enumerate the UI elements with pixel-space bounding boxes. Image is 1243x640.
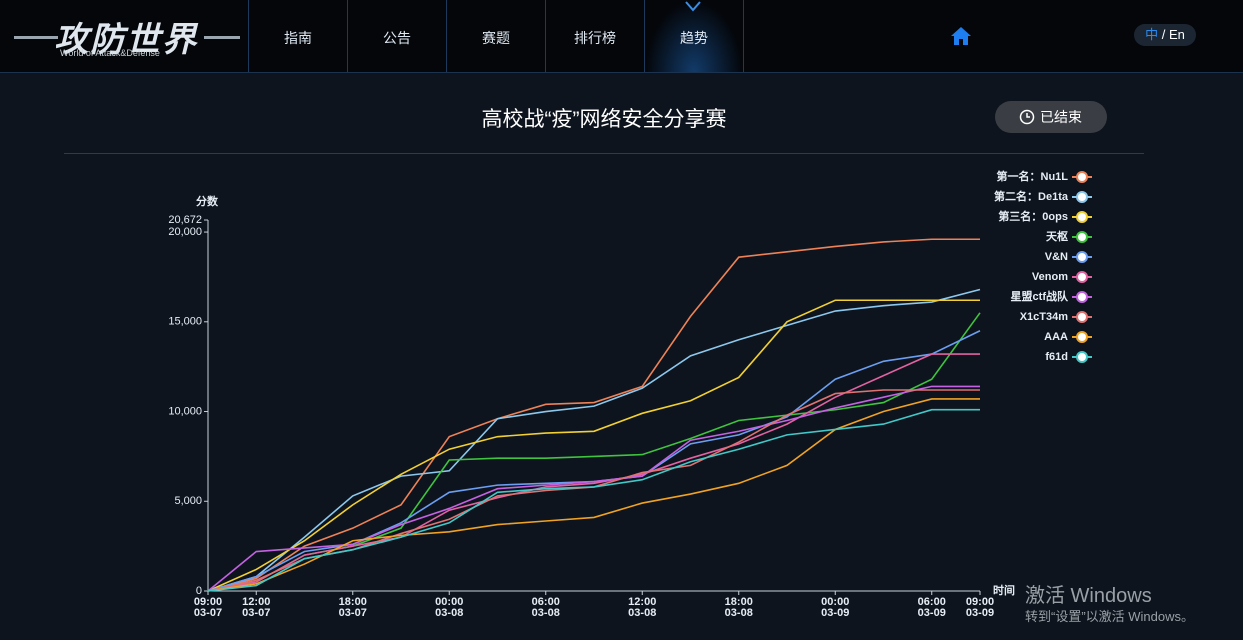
header: 攻防世界 World of Attack&Defense 指南 公告 赛题 排行…: [0, 0, 1243, 73]
home-icon[interactable]: [950, 26, 972, 46]
x-tick-label: 03-07: [194, 607, 222, 619]
legend-label: V&N: [1045, 251, 1068, 263]
logo[interactable]: 攻防世界 World of Attack&Defense: [14, 10, 240, 62]
legend-marker: [1076, 311, 1088, 323]
clock-icon: [1019, 109, 1035, 125]
watermark-text: 转到“设置”以激活 Windows。: [1025, 609, 1195, 624]
contest-title: 高校战“疫”网络安全分享赛: [481, 108, 727, 131]
x-tick-label: 03-08: [725, 607, 753, 619]
series-line: [207, 398, 980, 592]
nav-indicator: [685, 1, 701, 12]
y-tick-label: 5,000: [174, 495, 202, 507]
x-tick-label: 06:00: [532, 596, 560, 608]
y-tick-label: 10,000: [168, 405, 202, 417]
x-axis-label: 时间: [993, 583, 1015, 597]
x-tick-label: 12:00: [242, 596, 270, 608]
lang-toggle[interactable]: 中 / En: [1134, 24, 1196, 46]
legend-marker: [1076, 351, 1088, 363]
status-text: 已结束: [1040, 109, 1082, 125]
legend-label: Venom: [1032, 271, 1068, 283]
logo-sub: World of Attack&Defense: [60, 48, 160, 58]
x-tick-label: 03-08: [628, 607, 656, 619]
watermark-title: 激活 Windows: [1025, 585, 1152, 607]
legend-label: 天枢: [1046, 229, 1068, 243]
x-tick-label: 09:00: [966, 596, 994, 608]
series-line: [207, 389, 980, 592]
logo-bar: [14, 36, 58, 39]
legend-label: 第二名：De1ta: [994, 189, 1069, 203]
x-tick-label: 09:00: [194, 596, 222, 608]
lang-en[interactable]: / En: [1161, 27, 1185, 42]
legend-label: AAA: [1044, 331, 1068, 343]
x-tick-label: 03-07: [242, 607, 270, 619]
status-button[interactable]: 已结束: [995, 101, 1107, 133]
x-tick-label: 03-09: [966, 607, 994, 619]
nav-item[interactable]: 趋势: [644, 0, 744, 72]
y-tick-label: 0: [196, 585, 202, 597]
x-tick-label: 03-07: [339, 607, 367, 619]
x-tick-label: 00:00: [821, 596, 849, 608]
x-tick-label: 18:00: [339, 596, 367, 608]
series-line: [207, 385, 980, 592]
series-line: [207, 288, 981, 592]
logo-bar: [204, 36, 240, 39]
lang-zh[interactable]: 中: [1145, 27, 1159, 42]
legend-label: X1cT34m: [1020, 311, 1069, 323]
x-tick-label: 03-08: [435, 607, 463, 619]
series-line: [207, 299, 980, 592]
legend-marker: [1076, 231, 1088, 243]
legend-label: 星盟ctf战队: [1011, 289, 1069, 303]
nav-item[interactable]: 排行榜: [545, 0, 644, 72]
legend-marker: [1076, 171, 1088, 183]
x-tick-label: 03-09: [821, 607, 849, 619]
legend-marker: [1076, 271, 1088, 283]
x-tick-label: 03-08: [532, 607, 560, 619]
y-axis-label: 分数: [196, 194, 219, 208]
x-tick-label: 12:00: [628, 596, 656, 608]
y-tick-label: 20,000: [168, 226, 202, 238]
nav-item[interactable]: 赛题: [446, 0, 545, 72]
divider: [64, 153, 1144, 154]
legend-label: f61d: [1045, 351, 1068, 363]
legend-marker: [1076, 191, 1088, 203]
legend-label: 第三名：0ops: [998, 209, 1068, 223]
nav-item[interactable]: 指南: [248, 0, 347, 72]
x-tick-label: 00:00: [435, 596, 463, 608]
nav-item[interactable]: 公告: [347, 0, 446, 72]
legend-marker: [1076, 331, 1088, 343]
x-tick-label: 18:00: [725, 596, 753, 608]
legend-marker: [1076, 211, 1088, 223]
series-line: [207, 238, 980, 592]
x-tick-label: 03-09: [918, 607, 946, 619]
series-line: [207, 408, 980, 592]
legend-label: 第一名：Nu1L: [997, 169, 1069, 183]
x-tick-label: 06:00: [918, 596, 946, 608]
legend-marker: [1076, 251, 1088, 263]
y-tick-label: 20,672: [168, 214, 202, 226]
y-tick-label: 15,000: [168, 316, 202, 328]
logo-text: 攻防世界: [54, 21, 198, 59]
legend-marker: [1076, 291, 1088, 303]
